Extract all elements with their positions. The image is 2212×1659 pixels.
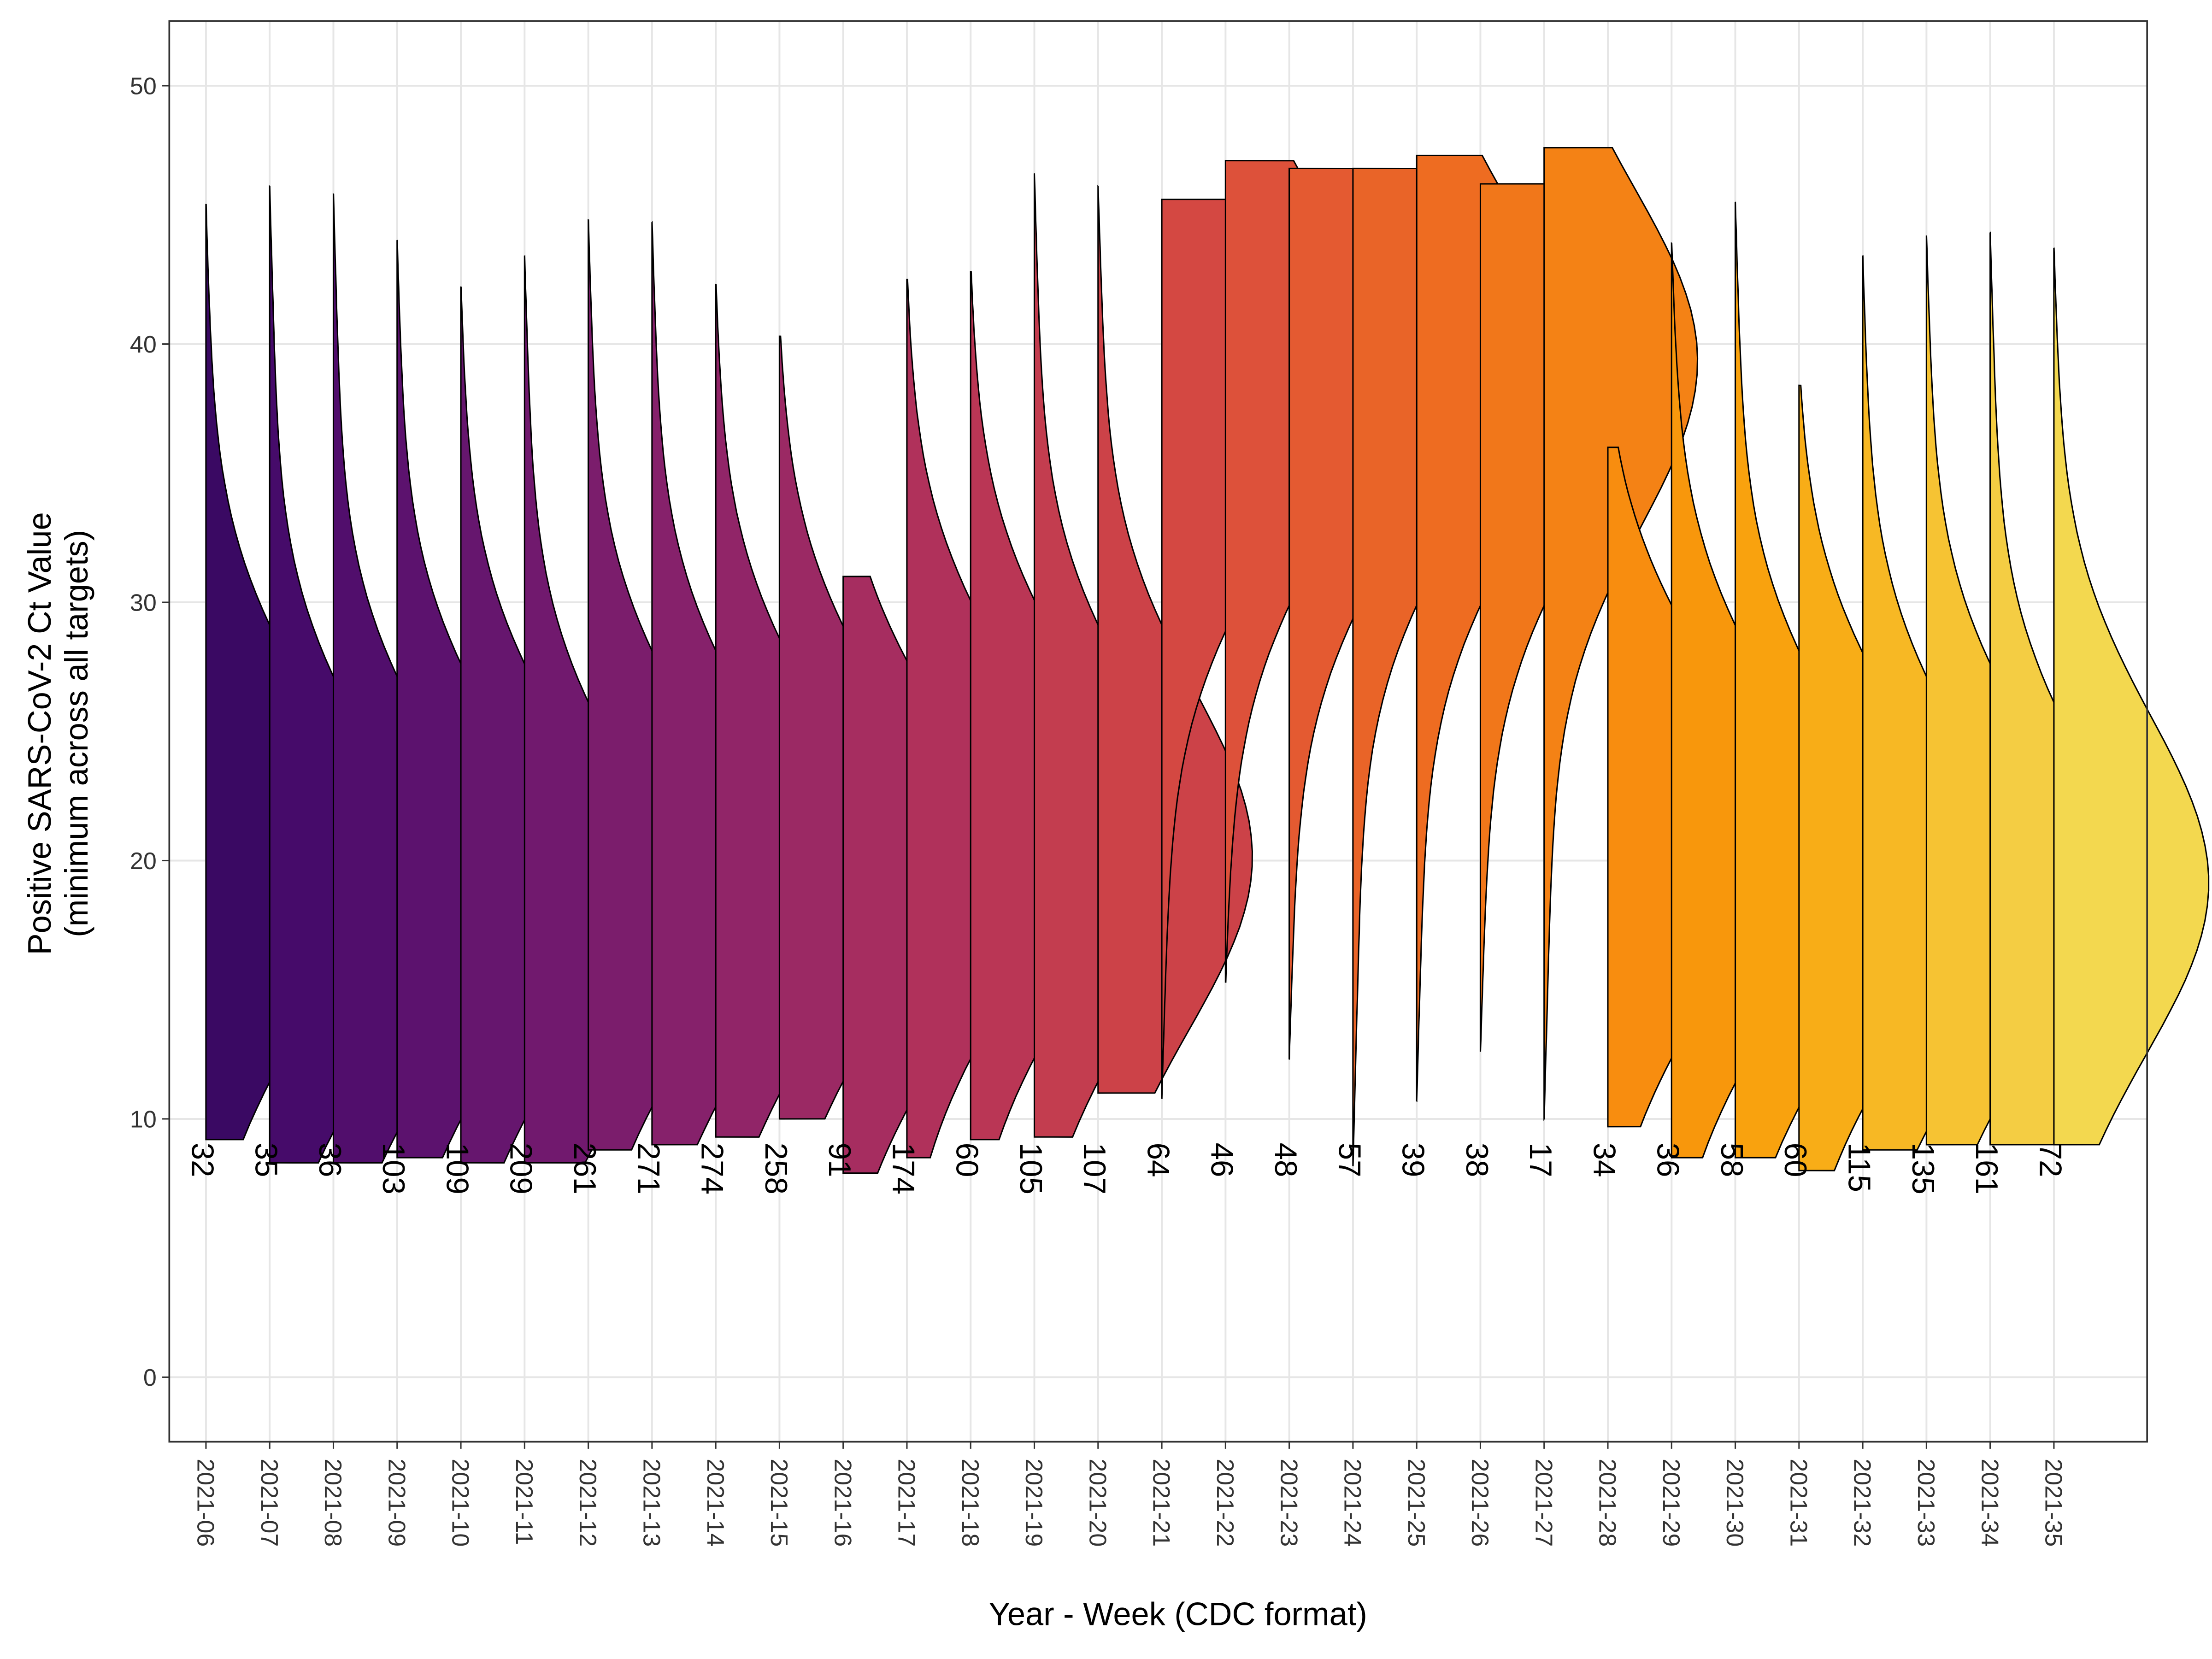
count-label: 105 — [1013, 1143, 1048, 1194]
count-label: 174 — [886, 1143, 920, 1194]
count-label: 32 — [185, 1143, 219, 1177]
x-tick-label: 2021-12 — [574, 1459, 601, 1547]
count-label: 209 — [504, 1143, 538, 1194]
x-tick-label: 2021-06 — [192, 1459, 219, 1547]
count-label: 58 — [1714, 1143, 1749, 1177]
count-label: 60 — [1778, 1143, 1812, 1177]
violin — [2053, 247, 2210, 1146]
count-label: 38 — [1459, 1143, 1494, 1177]
count-label: 64 — [1141, 1143, 1175, 1177]
count-label: 161 — [1969, 1143, 2004, 1194]
x-tick-label: 2021-23 — [1275, 1459, 1302, 1547]
x-tick-label: 2021-29 — [1658, 1459, 1684, 1547]
y-tick-label: 30 — [130, 589, 157, 616]
x-tick-label: 2021-32 — [1849, 1459, 1876, 1547]
x-tick-label: 2021-22 — [1212, 1459, 1238, 1547]
count-label: 35 — [249, 1143, 283, 1177]
count-label: 274 — [695, 1143, 729, 1194]
x-tick-label: 2021-07 — [256, 1459, 282, 1547]
violin — [1543, 147, 1699, 1121]
count-label: 271 — [631, 1143, 665, 1194]
count-label: 60 — [950, 1143, 984, 1177]
x-tick-label: 2021-20 — [1084, 1459, 1111, 1547]
x-tick-label: 2021-19 — [1020, 1459, 1047, 1547]
x-tick-label: 2021-17 — [893, 1459, 920, 1547]
x-tick-label: 2021-15 — [765, 1459, 792, 1547]
x-tick-label: 2021-28 — [1594, 1459, 1621, 1547]
count-label: 48 — [1268, 1143, 1303, 1177]
x-tick-label: 2021-24 — [1339, 1459, 1366, 1547]
x-tick-label: 2021-14 — [702, 1459, 729, 1547]
x-tick-label: 2021-18 — [957, 1459, 983, 1547]
x-tick-label: 2021-27 — [1530, 1459, 1557, 1547]
count-label: 39 — [1396, 1143, 1430, 1177]
count-label: 17 — [1523, 1143, 1558, 1177]
x-tick-label: 2021-09 — [383, 1459, 410, 1547]
x-tick-label: 2021-34 — [1976, 1459, 2003, 1547]
count-label: 103 — [376, 1143, 411, 1194]
count-label: 91 — [822, 1143, 857, 1177]
count-label: 107 — [1077, 1143, 1112, 1194]
y-tick-label: 40 — [130, 331, 157, 358]
x-tick-label: 2021-35 — [2040, 1459, 2067, 1547]
count-label: 258 — [759, 1143, 793, 1194]
x-tick-label: 2021-30 — [1721, 1459, 1748, 1547]
y-axis-title: Positive SARS-CoV-2 Ct Value — [21, 512, 58, 955]
x-tick-label: 2021-26 — [1466, 1459, 1493, 1547]
x-tick-label: 2021-13 — [638, 1459, 665, 1547]
y-tick-label: 20 — [130, 848, 157, 875]
count-label: 46 — [1205, 1143, 1239, 1177]
count-label: 72 — [2033, 1143, 2067, 1177]
x-tick-label: 2021-08 — [319, 1459, 346, 1547]
count-label: 34 — [1587, 1143, 1621, 1177]
count-label: 36 — [312, 1143, 347, 1177]
x-axis-title: Year - Week (CDC format) — [988, 1596, 1367, 1632]
y-axis-subtitle: (minimum across all targets) — [58, 530, 94, 937]
y-tick-label: 10 — [130, 1106, 157, 1133]
y-tick-label: 0 — [143, 1365, 157, 1391]
x-tick-label: 2021-11 — [511, 1459, 537, 1545]
plot-border — [168, 20, 2148, 1443]
x-tick-label: 2021-16 — [829, 1459, 856, 1547]
x-tick-label: 2021-25 — [1403, 1459, 1430, 1547]
count-label: 261 — [567, 1143, 602, 1194]
count-label: 115 — [1841, 1143, 1876, 1192]
x-tick-label: 2021-10 — [447, 1459, 474, 1547]
count-label: 57 — [1332, 1143, 1366, 1177]
count-label: 135 — [1906, 1143, 1940, 1194]
y-tick-label: 50 — [130, 73, 157, 100]
x-tick-label: 2021-31 — [1785, 1459, 1812, 1547]
count-label: 36 — [1651, 1143, 1685, 1177]
x-tick-label: 2021-21 — [1148, 1459, 1175, 1547]
x-tick-label: 2021-33 — [1912, 1459, 1939, 1547]
count-label: 109 — [440, 1143, 474, 1194]
